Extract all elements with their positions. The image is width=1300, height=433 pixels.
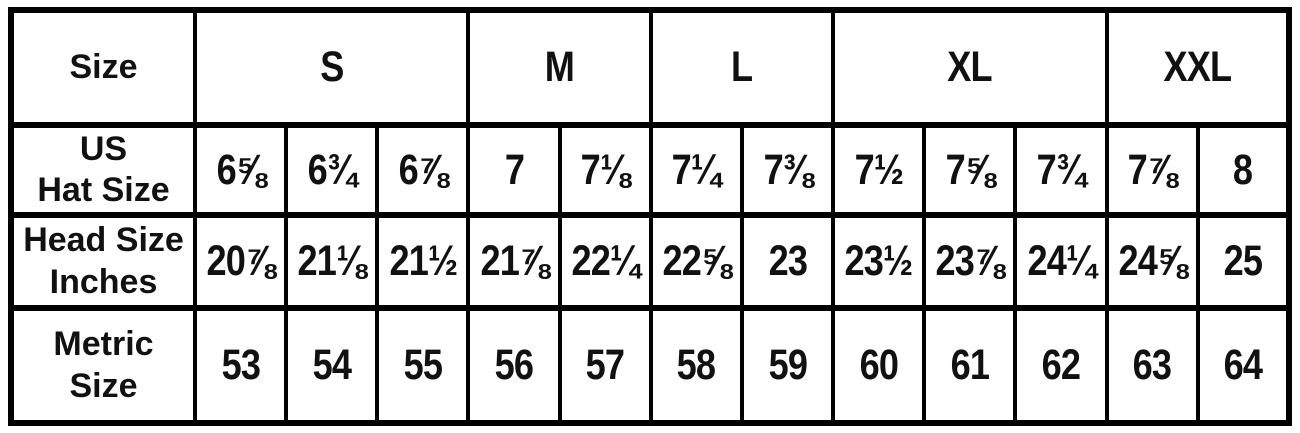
size-group-header-row: Size S M L XL XXL <box>9 7 1292 128</box>
metric-size-cell: 62 <box>1013 305 1109 426</box>
head-size-cell: 21⅞ <box>466 212 562 311</box>
metric-size-cell: 58 <box>648 305 744 426</box>
us-hat-size-cell: 7 <box>466 122 562 218</box>
metric-size-row: Metric Size 53 54 55 56 57 58 59 60 61 6… <box>9 305 1292 426</box>
size-group-m: M <box>466 7 653 128</box>
metric-size-cell: 59 <box>739 305 836 426</box>
head-size-cell: 21⅛ <box>284 212 380 311</box>
metric-size-cell: 57 <box>557 305 653 426</box>
head-size-cell: 22⅝ <box>648 212 744 311</box>
us-hat-size-cell: 7½ <box>831 122 927 218</box>
metric-size-cell: 54 <box>284 305 380 426</box>
corner-label: Size <box>69 47 138 86</box>
us-hat-size-row: US Hat Size 6⅝ 6¾ 6⅞ 7 7⅛ 7¼ 7⅜ 7½ 7⅝ 7¾… <box>9 122 1292 218</box>
head-size-cell: 23⅞ <box>922 212 1018 311</box>
head-size-cell: 24⅝ <box>1104 212 1200 311</box>
size-group-l: L <box>648 7 836 128</box>
head-size-cell: 23 <box>739 212 836 311</box>
us-hat-size-cell: 6⅝ <box>192 122 289 218</box>
metric-size-cell: 64 <box>1195 305 1292 426</box>
size-group-xxl: XXL <box>1104 7 1292 128</box>
head-size-cell: 25 <box>1195 212 1292 311</box>
metric-size-cell: 53 <box>192 305 289 426</box>
row-label-head-size-inches: Head Size Inches <box>9 212 197 311</box>
size-group-xl-label: XL <box>947 43 993 91</box>
us-hat-size-cell: 6¾ <box>284 122 380 218</box>
us-hat-size-cell: 7¼ <box>648 122 744 218</box>
us-hat-size-cell: 8 <box>1195 122 1292 218</box>
us-hat-size-cell: 7¾ <box>1013 122 1109 218</box>
size-group-l-label: L <box>731 43 753 91</box>
hat-size-table: Size S M L XL XXL US Hat Size 6⅝ <box>8 7 1292 426</box>
corner-cell-size: Size <box>9 7 197 128</box>
metric-size-cell: 63 <box>1104 305 1200 426</box>
head-size-cell: 21½ <box>375 212 471 311</box>
size-group-s-label: S <box>320 43 344 91</box>
size-group-s: S <box>192 7 471 128</box>
row-label-us-hat-size: US Hat Size <box>9 122 197 218</box>
metric-size-cell: 60 <box>831 305 927 426</box>
metric-size-cell: 61 <box>922 305 1018 426</box>
us-hat-size-cell: 6⅞ <box>375 122 471 218</box>
us-hat-size-cell: 7⅛ <box>557 122 653 218</box>
size-group-m-label: M <box>544 43 575 91</box>
head-size-inches-row: Head Size Inches 20⅞ 21⅛ 21½ 21⅞ 22¼ 22⅝… <box>9 212 1292 311</box>
us-hat-size-cell: 7⅞ <box>1104 122 1200 218</box>
head-size-cell: 24¼ <box>1013 212 1109 311</box>
head-size-cell: 20⅞ <box>192 212 289 311</box>
size-group-xl: XL <box>831 7 1109 128</box>
metric-size-cell: 55 <box>375 305 471 426</box>
head-size-cell: 23½ <box>831 212 927 311</box>
head-size-cell: 22¼ <box>557 212 653 311</box>
us-hat-size-cell: 7⅝ <box>922 122 1018 218</box>
us-hat-size-cell: 7⅜ <box>739 122 836 218</box>
size-group-xxl-label: XXL <box>1163 43 1232 91</box>
hat-size-chart: Size S M L XL XXL US Hat Size 6⅝ <box>8 7 1292 426</box>
row-label-metric-size: Metric Size <box>9 305 197 426</box>
metric-size-cell: 56 <box>466 305 562 426</box>
